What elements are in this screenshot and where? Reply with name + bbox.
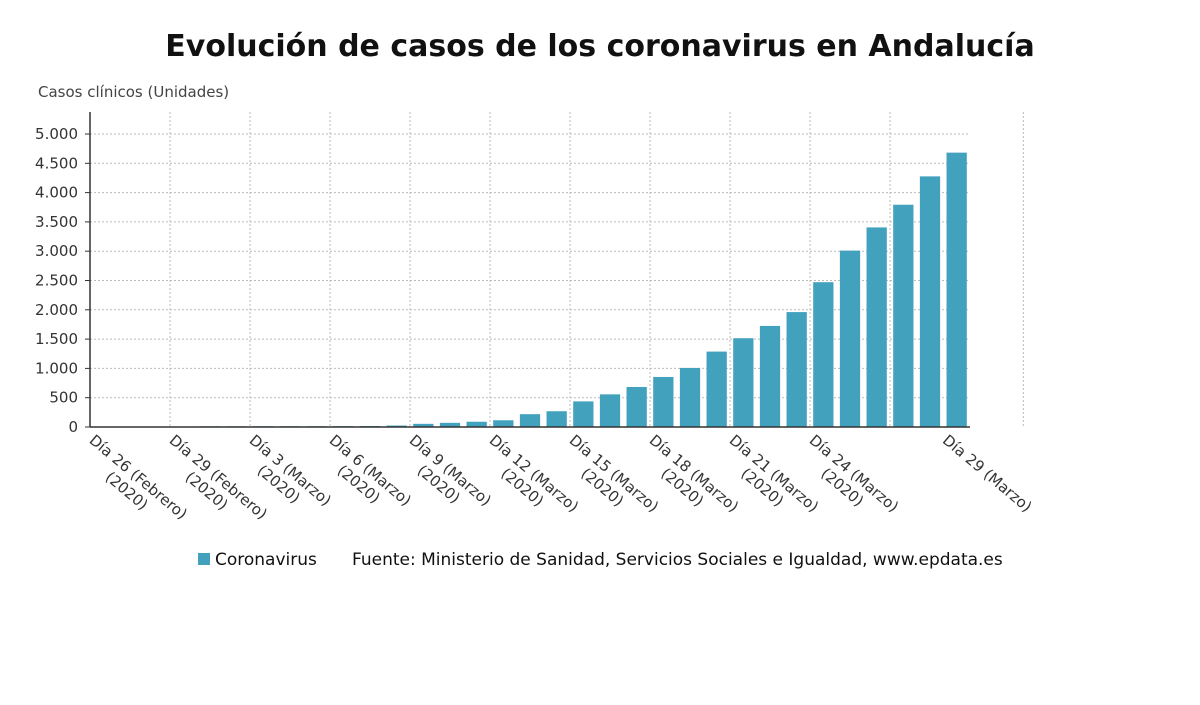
bar xyxy=(546,411,567,427)
bar xyxy=(893,204,914,427)
y-tick-label: 1.000 xyxy=(35,359,78,377)
bar xyxy=(866,227,887,427)
bar xyxy=(519,414,541,427)
bar xyxy=(439,422,461,427)
y-tick-label: 3.000 xyxy=(35,242,78,260)
bar xyxy=(813,282,834,427)
chart-title: Evolución de casos de los coronavirus en… xyxy=(165,29,1034,64)
bar xyxy=(839,250,861,427)
x-tick-label: Día 6 (Marzo)(2020) xyxy=(314,431,415,524)
source: Fuente: Ministerio de Sanidad, Servicios… xyxy=(352,550,1003,570)
x-tick-label: Día 12 (Marzo)(2020) xyxy=(474,431,582,530)
x-tick-label-group: Día 9 (Marzo)(2020) xyxy=(394,431,495,524)
y-tick-label: 0 xyxy=(68,418,78,436)
y-tick-label: 1.500 xyxy=(35,330,78,348)
legend-swatch xyxy=(198,553,210,565)
y-axis-label: Casos clínicos (Unidades) xyxy=(38,83,229,101)
bar xyxy=(626,386,647,427)
y-tick-label: 4.500 xyxy=(35,154,78,172)
bar xyxy=(466,421,487,427)
bar xyxy=(759,325,781,427)
y-tick-label: 500 xyxy=(49,389,78,407)
x-tick-label-group: Día 6 (Marzo)(2020) xyxy=(314,431,415,524)
bar xyxy=(493,420,514,427)
x-tick-label: Día 29 (Marzo) xyxy=(939,431,1035,516)
bar xyxy=(653,376,674,427)
bar xyxy=(573,401,594,427)
y-tick-label: 3.500 xyxy=(35,213,78,231)
bar xyxy=(706,351,727,427)
x-tick-label-group: Día 12 (Marzo)(2020) xyxy=(474,431,582,530)
bar xyxy=(786,312,807,427)
bar xyxy=(599,394,621,427)
y-tick-label: 5.000 xyxy=(35,125,78,143)
y-tick-label: 2.500 xyxy=(35,272,78,290)
bar xyxy=(946,152,967,427)
y-tick-label: 4.000 xyxy=(35,184,78,202)
bar xyxy=(413,423,434,427)
bar xyxy=(733,338,754,427)
legend-label: Coronavirus xyxy=(215,550,317,570)
x-tick-label-group: Día 29 (Marzo) xyxy=(939,431,1035,516)
bar xyxy=(919,176,941,427)
bar xyxy=(679,367,701,427)
x-tick-label: Día 9 (Marzo)(2020) xyxy=(394,431,495,524)
y-tick-label: 2.000 xyxy=(35,301,78,319)
